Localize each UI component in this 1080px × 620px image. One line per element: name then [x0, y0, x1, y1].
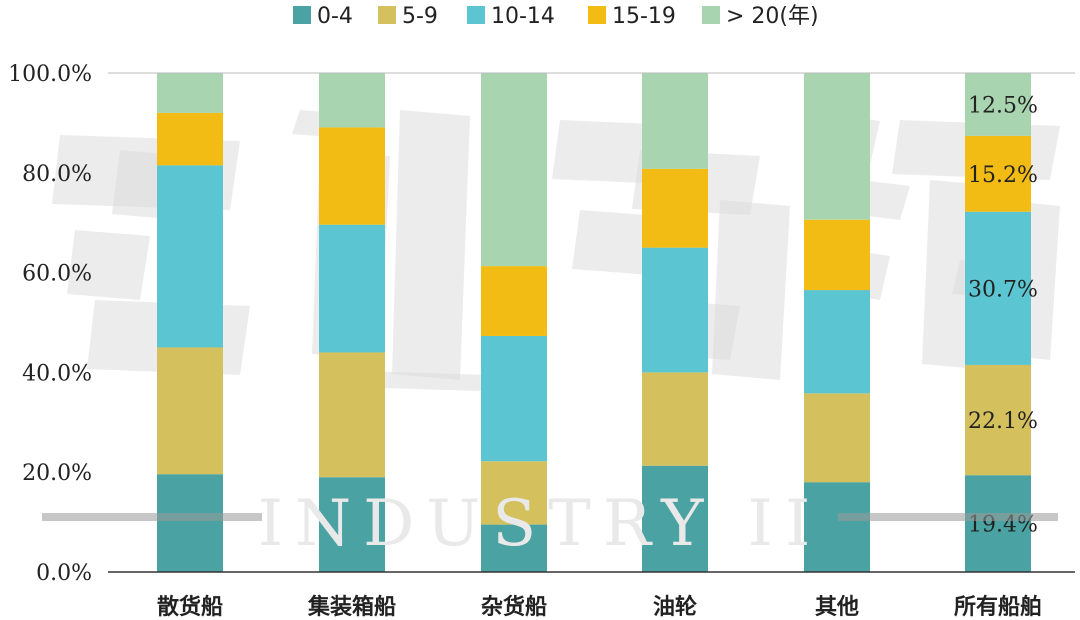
y-tick-label: 60.0%: [22, 262, 92, 287]
bar-segment: [481, 524, 547, 572]
legend-label: 0-4: [317, 4, 353, 29]
y-tick-label: 0.0%: [36, 561, 92, 586]
bar-segment: [481, 335, 547, 462]
category-label: 油轮: [653, 594, 697, 620]
watermark-stroke: [67, 230, 150, 300]
bar-segment: [319, 127, 385, 225]
bar-segment: [642, 247, 708, 373]
bar-segment: [642, 372, 708, 466]
bar-segment: [965, 475, 1031, 572]
category-label: 集装箱船: [307, 594, 396, 620]
y-tick-label: 40.0%: [22, 361, 92, 386]
bar-segment: [642, 465, 708, 572]
bar-segment: [157, 73, 223, 113]
data-label: 30.7%: [968, 277, 1038, 302]
legend-label: 5-9: [402, 4, 438, 29]
legend-swatch: [467, 6, 485, 24]
watermark-front: INDUSTRY II: [42, 487, 1058, 561]
watermark-stroke: [392, 110, 470, 380]
legend-label: 10-14: [491, 4, 555, 29]
bar-segment: [157, 112, 223, 166]
y-tick-label: 20.0%: [22, 461, 92, 486]
bar-segment: [157, 474, 223, 572]
data-label: 12.5%: [968, 94, 1038, 119]
watermark-text: INDUSTRY II: [258, 487, 822, 561]
legend-label: 15-19: [612, 4, 676, 29]
legend: 0-4 5-9 10-14 15-19 > 20(年): [293, 4, 819, 29]
bar-segment: [157, 347, 223, 475]
bars-group: [157, 73, 1031, 572]
category-label: 杂货船: [481, 594, 547, 620]
y-tick-label: 80.0%: [22, 162, 92, 187]
legend-swatch: [588, 6, 606, 24]
bar-segment: [481, 461, 547, 525]
bar-segment: [319, 477, 385, 572]
legend-swatch: [378, 6, 396, 24]
category-label: 其他: [815, 595, 859, 620]
bar-segment: [804, 219, 870, 291]
bar-segment: [481, 73, 547, 267]
watermark-stroke: [572, 210, 660, 275]
data-label: 22.1%: [968, 409, 1038, 434]
bar-segment: [804, 73, 870, 220]
bar-segment: [642, 73, 708, 169]
y-tick-label: 100.0%: [8, 62, 92, 87]
bar-segment: [965, 73, 1031, 136]
bar-segment: [319, 224, 385, 353]
bar-segment: [804, 393, 870, 483]
bar-segment: [319, 73, 385, 128]
bar-segment: [804, 290, 870, 394]
category-label: 所有船舶: [954, 594, 1042, 620]
data-label: 15.2%: [968, 163, 1038, 188]
legend-label: > 20(年): [726, 4, 819, 29]
bar-segment: [965, 135, 1031, 212]
bar-segment: [804, 482, 870, 572]
category-label: 散货船: [157, 594, 223, 620]
legend-swatch: [293, 6, 311, 24]
bar-segment: [319, 352, 385, 478]
bar-segment: [965, 364, 1031, 476]
axis-group: 0.0% 20.0% 40.0% 60.0% 80.0% 100.0% 散货船 集装箱船 杂货船…: [8, 62, 1075, 620]
bar-segment: [157, 165, 223, 348]
legend-swatch: [702, 6, 720, 24]
bar-segment: [642, 168, 708, 248]
bar-segment: [965, 211, 1031, 365]
bar-segment: [481, 266, 547, 336]
